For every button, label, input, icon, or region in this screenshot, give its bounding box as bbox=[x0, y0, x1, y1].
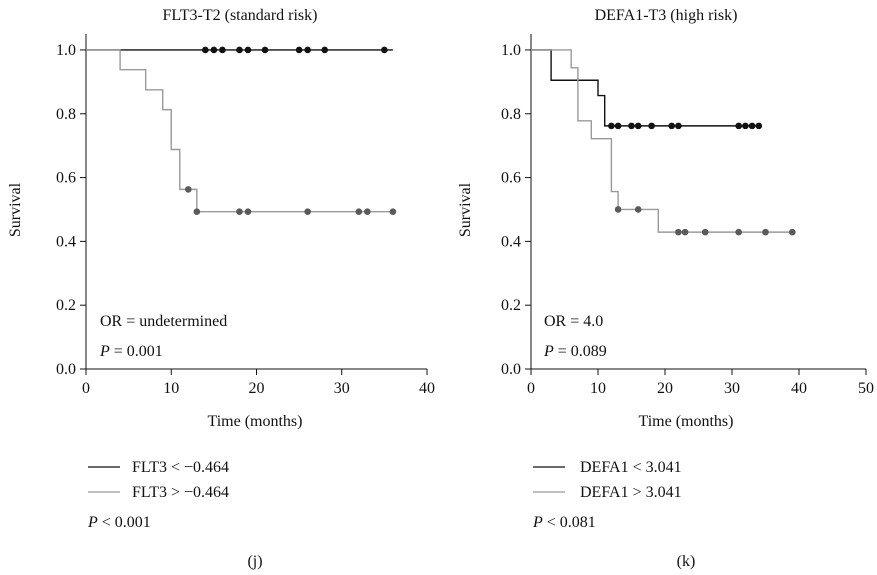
censor-mark bbox=[202, 46, 209, 54]
or-annotation: OR = 4.0 bbox=[544, 313, 603, 330]
x-tick-label: 30 bbox=[334, 380, 350, 397]
censor-mark bbox=[389, 208, 397, 216]
y-tick-label: 0.0 bbox=[501, 361, 521, 378]
censor-mark bbox=[681, 228, 689, 236]
x-tick-label: 10 bbox=[590, 380, 606, 397]
censor-mark bbox=[742, 122, 749, 130]
censor-mark bbox=[634, 206, 642, 213]
x-tick-label: 40 bbox=[791, 380, 807, 397]
legend-p: P < 0.081 bbox=[532, 514, 596, 531]
y-tick-label: 0.4 bbox=[56, 233, 76, 250]
censor-mark bbox=[381, 46, 388, 54]
x-tick-label: 50 bbox=[858, 380, 874, 397]
censor-mark bbox=[295, 46, 303, 54]
censor-mark bbox=[244, 208, 252, 216]
y-tick-label: 0.6 bbox=[501, 170, 521, 187]
panel-label: (k) bbox=[677, 553, 696, 570]
censor-mark bbox=[675, 228, 682, 236]
p-annotation-value: = 0.001 bbox=[110, 343, 163, 360]
censor-mark bbox=[304, 208, 311, 216]
legend-p-value: < 0.001 bbox=[98, 514, 151, 531]
legend-p-value: < 0.081 bbox=[543, 514, 596, 531]
x-tick-label: 30 bbox=[724, 380, 740, 397]
censor-mark bbox=[244, 46, 252, 54]
legend-entry-2: FLT3 > −0.464 bbox=[132, 484, 229, 501]
y-tick-label: 0.8 bbox=[56, 106, 76, 123]
y-tick-label: 0.4 bbox=[501, 233, 521, 250]
x-tick-label: 20 bbox=[657, 380, 673, 397]
censor-mark bbox=[634, 122, 642, 130]
censor-mark bbox=[789, 228, 796, 236]
p-annotation-value: = 0.089 bbox=[554, 343, 607, 360]
censor-mark bbox=[668, 122, 675, 130]
censor-mark bbox=[755, 122, 763, 130]
panel-k: DEFA1-T3 (high risk) Time (months) Survi… bbox=[457, 7, 874, 570]
censor-mark bbox=[304, 46, 311, 54]
y-tick-label: 0.6 bbox=[56, 170, 76, 187]
series-line-2 bbox=[86, 49, 393, 213]
x-tick-label: 10 bbox=[163, 380, 179, 397]
censor-mark bbox=[762, 228, 769, 236]
chart-title: FLT3-T2 (standard risk) bbox=[163, 7, 318, 24]
legend-p: P < 0.001 bbox=[87, 514, 151, 531]
y-axis-label: Survival bbox=[457, 182, 474, 237]
legend-entry-2: DEFA1 > 3.041 bbox=[580, 484, 682, 501]
censor-mark bbox=[614, 206, 622, 213]
y-tick-label: 1.0 bbox=[501, 42, 521, 59]
censor-mark bbox=[261, 46, 269, 54]
x-tick-label: 0 bbox=[82, 380, 90, 397]
x-tick-label: 20 bbox=[249, 380, 265, 397]
x-tick-label: 40 bbox=[419, 380, 435, 397]
x-axis-label: Time (months) bbox=[639, 413, 734, 430]
y-axis-label: Survival bbox=[7, 182, 24, 237]
y-tick-label: 0.0 bbox=[56, 361, 76, 378]
censor-mark bbox=[701, 228, 709, 236]
censor-mark bbox=[735, 228, 742, 236]
censor-mark bbox=[210, 46, 218, 54]
censor-mark bbox=[321, 46, 329, 54]
y-tick-label: 0.8 bbox=[501, 106, 521, 123]
legend-p-label: P bbox=[87, 514, 98, 531]
censor-mark bbox=[236, 208, 243, 216]
censor-mark bbox=[735, 122, 742, 130]
panel-j: FLT3-T2 (standard risk) Time (months) Su… bbox=[7, 7, 435, 570]
censor-mark bbox=[648, 122, 655, 130]
censor-mark bbox=[675, 122, 682, 130]
x-tick-label: 0 bbox=[527, 380, 535, 397]
legend-entry-1: DEFA1 < 3.041 bbox=[580, 459, 682, 476]
censor-mark bbox=[628, 122, 635, 130]
censor-mark bbox=[364, 208, 371, 216]
p-annotation-label: P bbox=[543, 343, 554, 360]
censor-mark bbox=[219, 46, 226, 54]
series-line-1 bbox=[531, 49, 759, 127]
chart-title: DEFA1-T3 (high risk) bbox=[595, 7, 738, 24]
y-tick-label: 0.2 bbox=[56, 297, 76, 314]
y-tick-label: 1.0 bbox=[56, 42, 76, 59]
p-annotation-label: P bbox=[99, 343, 110, 360]
y-tick-label: 0.2 bbox=[501, 297, 521, 314]
series-line-2 bbox=[531, 49, 793, 233]
censor-mark bbox=[608, 122, 615, 130]
p-annotation: P = 0.001 bbox=[99, 343, 163, 360]
censor-mark bbox=[185, 186, 192, 193]
panel-label: (j) bbox=[247, 553, 262, 570]
censor-mark bbox=[355, 208, 363, 216]
or-annotation: OR = undetermined bbox=[100, 313, 227, 330]
censor-mark bbox=[614, 122, 622, 130]
censor-mark bbox=[236, 46, 243, 54]
x-axis-label: Time (months) bbox=[208, 413, 303, 430]
legend-entry-1: FLT3 < −0.464 bbox=[132, 459, 229, 476]
p-annotation: P = 0.089 bbox=[543, 343, 607, 360]
censor-mark bbox=[193, 208, 201, 216]
legend-p-label: P bbox=[532, 514, 543, 531]
censor-mark bbox=[748, 122, 756, 130]
